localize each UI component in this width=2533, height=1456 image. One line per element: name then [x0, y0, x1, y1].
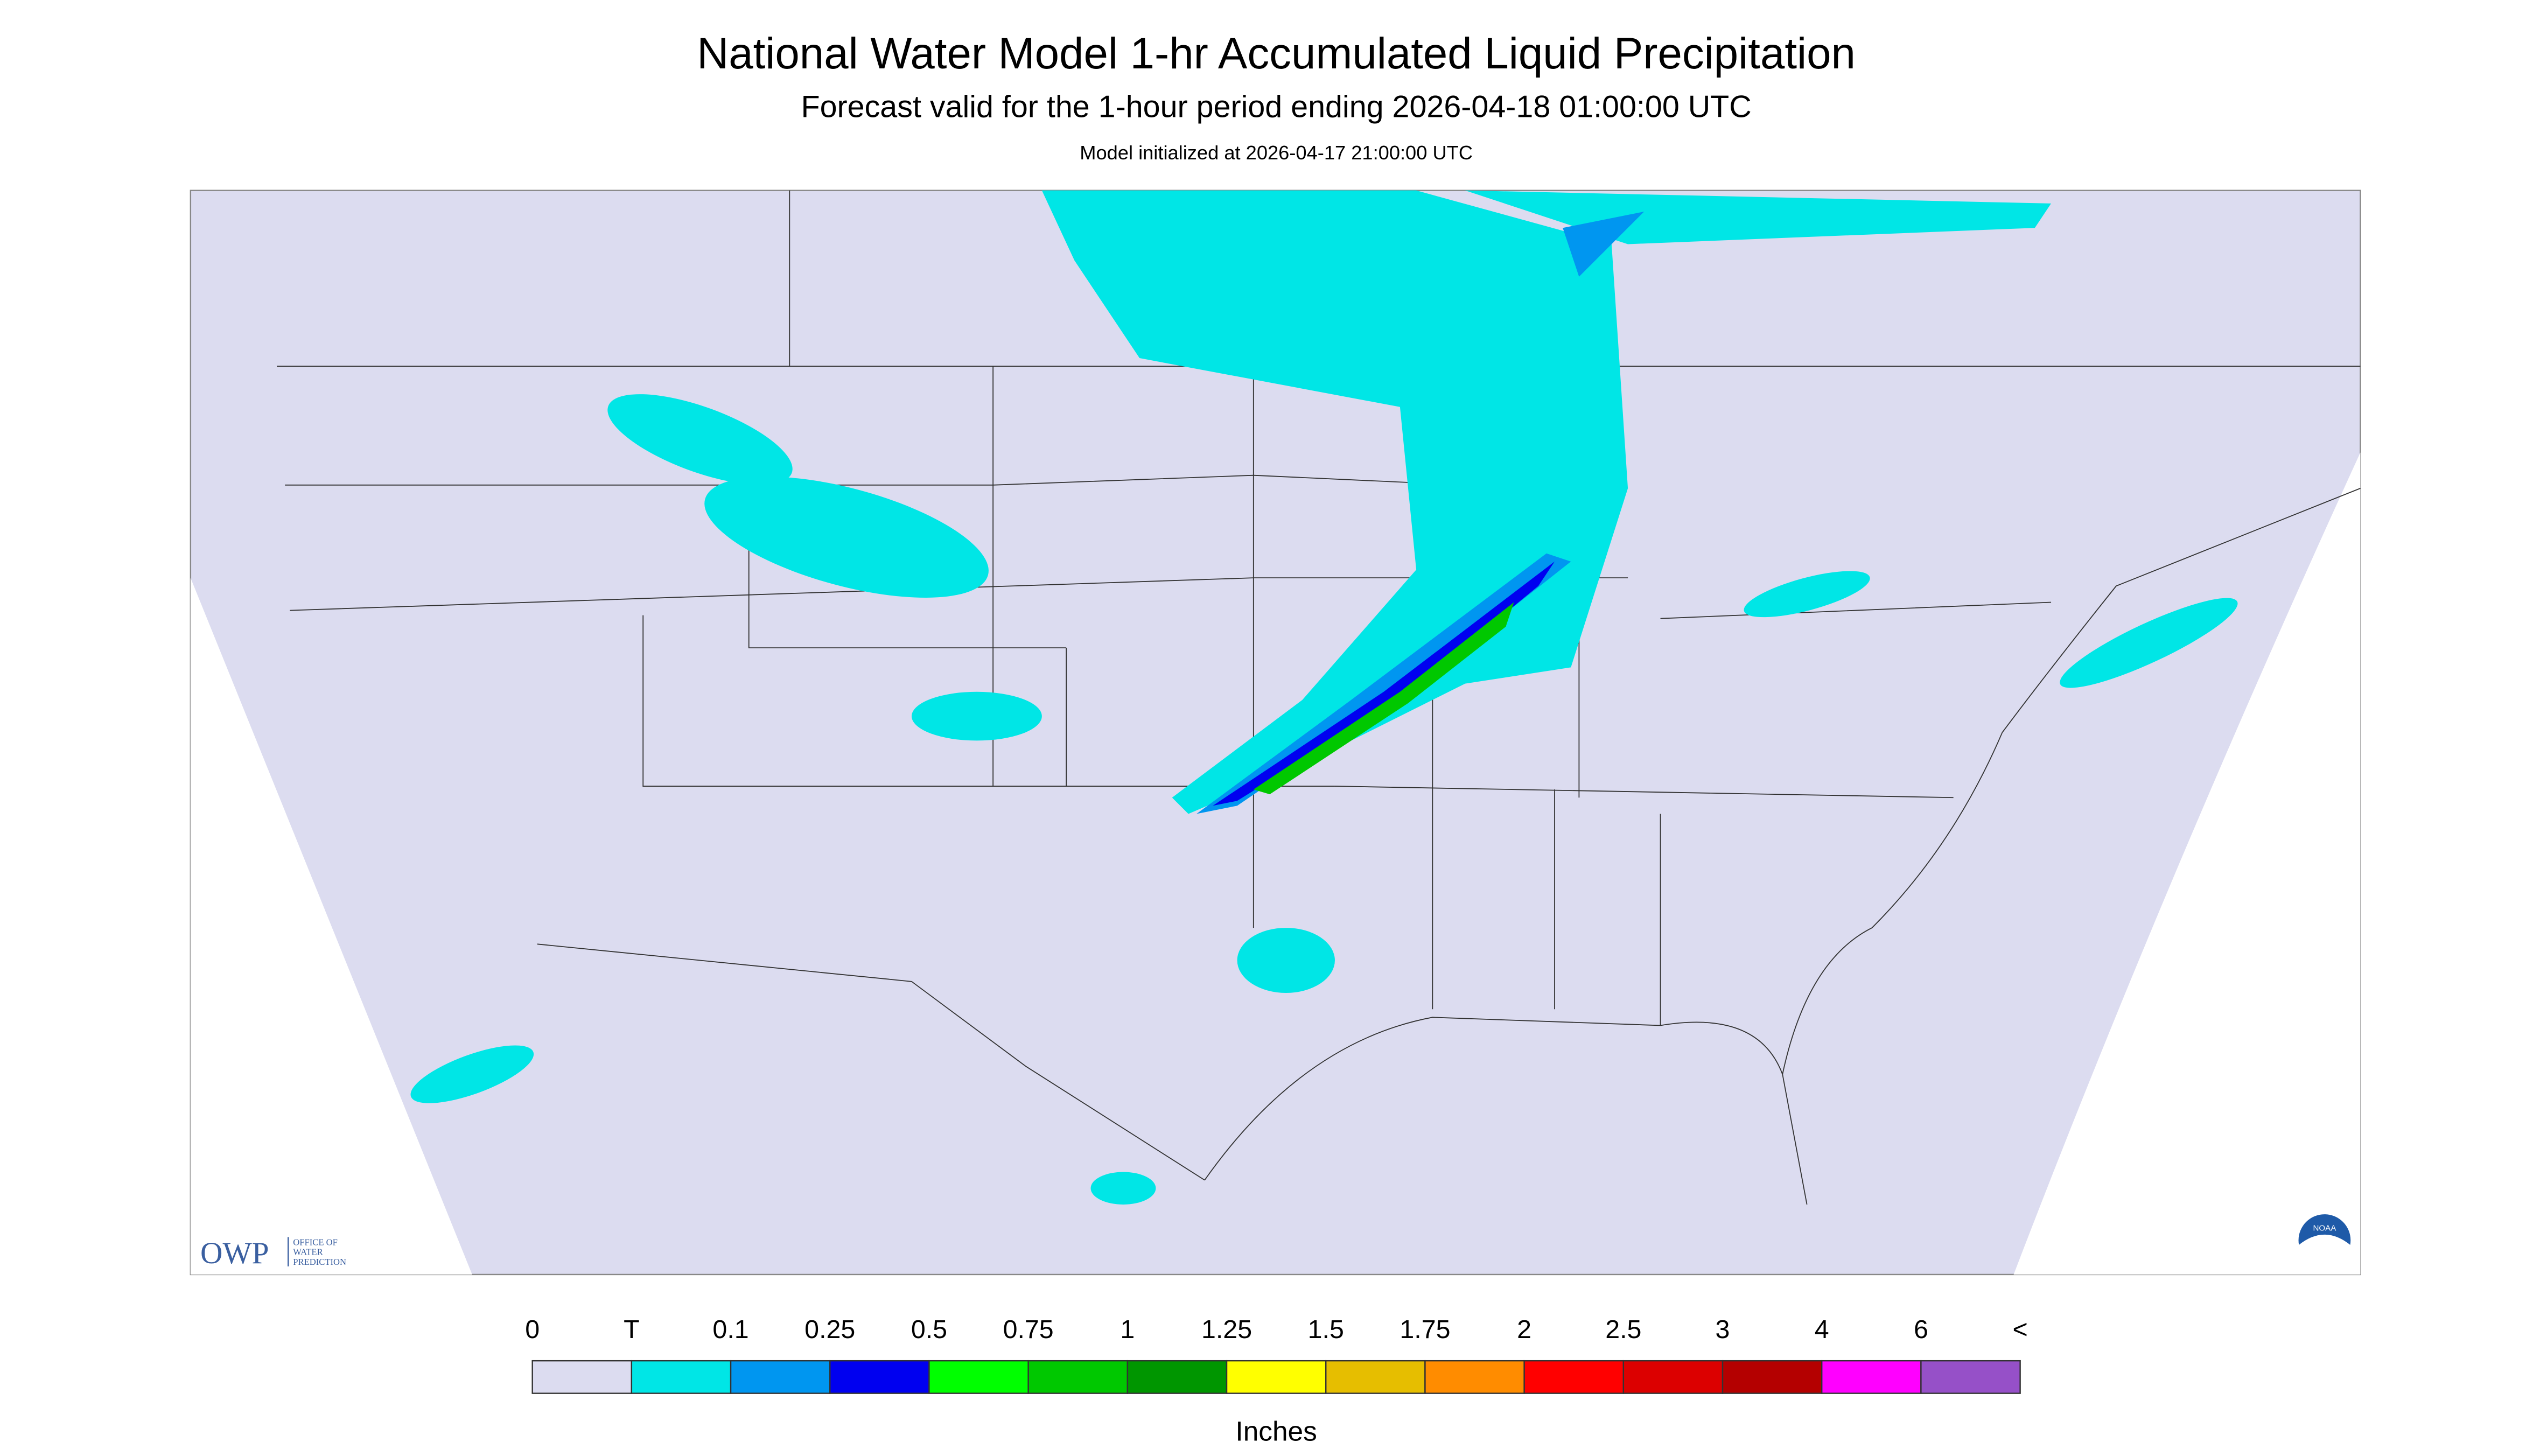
- legend-swatch: [1126, 1360, 1228, 1394]
- legend-label: 6: [1914, 1315, 1928, 1344]
- legend-swatch: [1424, 1360, 1525, 1394]
- legend-swatch: [1622, 1360, 1724, 1394]
- legend-label: 1: [1120, 1315, 1135, 1344]
- legend-swatch: [1325, 1360, 1426, 1394]
- legend-label: 1.25: [1201, 1315, 1252, 1344]
- legend-swatch: [631, 1360, 732, 1394]
- init-note: Model initialized at 2026-04-17 21:00:00…: [1080, 142, 1473, 164]
- subtitle: Forecast valid for the 1-hour period end…: [801, 90, 1752, 124]
- legend-swatch: [730, 1360, 831, 1394]
- legend-swatch: [1226, 1360, 1327, 1394]
- legend-swatch: [1523, 1360, 1625, 1394]
- legend-label: 3: [1716, 1315, 1730, 1344]
- map: OWP OFFICE OF WATER PREDICTION NOAA: [190, 190, 2361, 1276]
- legend-label: 0.75: [1003, 1315, 1054, 1344]
- legend-label: 2.5: [1605, 1315, 1641, 1344]
- legend-label: 4: [1815, 1315, 1829, 1344]
- logo-text: WATER: [293, 1247, 323, 1257]
- legend-label: 2: [1517, 1315, 1531, 1344]
- logo-text: OFFICE OF: [293, 1237, 338, 1248]
- legend-swatch: [928, 1360, 1029, 1394]
- legend-label: 0.5: [911, 1315, 947, 1344]
- legend-label: 0: [525, 1315, 540, 1344]
- owp-logo: OWP OFFICE OF WATER PREDICTION: [200, 1236, 346, 1270]
- legend-label: <: [2012, 1315, 2027, 1344]
- legend-unit: Inches: [1235, 1415, 1317, 1446]
- legend-label: 1.75: [1400, 1315, 1450, 1344]
- logo-name: OWP: [200, 1236, 269, 1270]
- legend-label: 0.25: [804, 1315, 855, 1344]
- legend-swatch: [1722, 1360, 1823, 1394]
- legend: Inches 0 T 0.1 0.25 0.5 0.75 1 1.25 1.5 1.75 2 2.5 3…: [525, 1315, 2028, 1446]
- title: National Water Model 1-hr Accumulated Li…: [697, 29, 1856, 78]
- legend-swatch: [1920, 1360, 2021, 1394]
- legend-label: T: [624, 1315, 640, 1344]
- noaa-text: NOAA: [2313, 1223, 2336, 1233]
- legend-swatch: [1821, 1360, 1922, 1394]
- legend-label: 1.5: [1308, 1315, 1344, 1344]
- legend-label: 0.1: [712, 1315, 748, 1344]
- noaa-logo: NOAA: [2298, 1214, 2351, 1271]
- logo-text: PREDICTION: [293, 1257, 346, 1267]
- legend-swatch: [531, 1360, 633, 1394]
- legend-swatch: [829, 1360, 930, 1394]
- legend-swatch: [1027, 1360, 1129, 1394]
